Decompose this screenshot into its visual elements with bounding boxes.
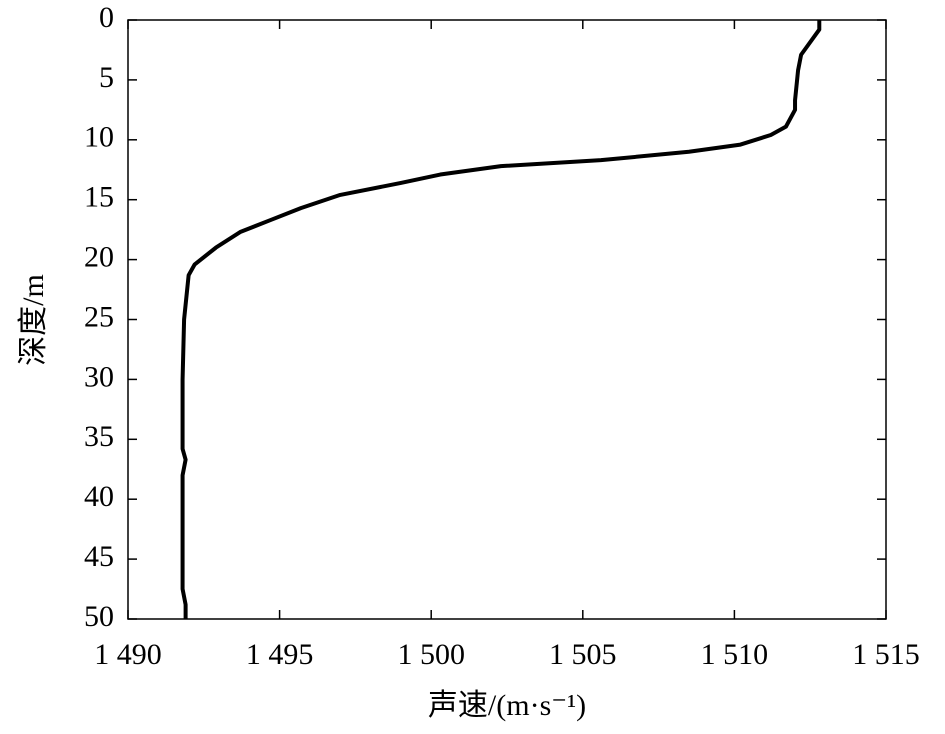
y-tick-label: 30 (84, 360, 114, 393)
y-tick-label: 40 (84, 480, 114, 513)
x-tick-label: 1 500 (397, 638, 465, 671)
y-tick-label: 35 (84, 420, 114, 453)
x-axis-label: 声速/(m·s⁻¹) (428, 689, 586, 722)
x-tick-label: 1 490 (94, 638, 162, 671)
y-tick-label: 20 (84, 240, 114, 273)
x-tick-label: 1 505 (549, 638, 617, 671)
plot-frame (127, 19, 887, 620)
x-tick-label: 1 510 (701, 638, 769, 671)
y-tick-label: 50 (84, 600, 114, 633)
x-tick-label: 1 495 (246, 638, 314, 671)
y-tick-label: 5 (99, 61, 114, 94)
line (180, 20, 822, 619)
x-tick-label: 1 515 (852, 638, 920, 671)
y-tick-label: 45 (84, 540, 114, 573)
y-tick-label: 15 (84, 181, 114, 214)
y-tick-label: 0 (99, 1, 114, 34)
y-axis-label: 深度/m (17, 274, 50, 366)
y-tick-label: 10 (84, 121, 114, 154)
y-tick-label: 25 (84, 300, 114, 333)
